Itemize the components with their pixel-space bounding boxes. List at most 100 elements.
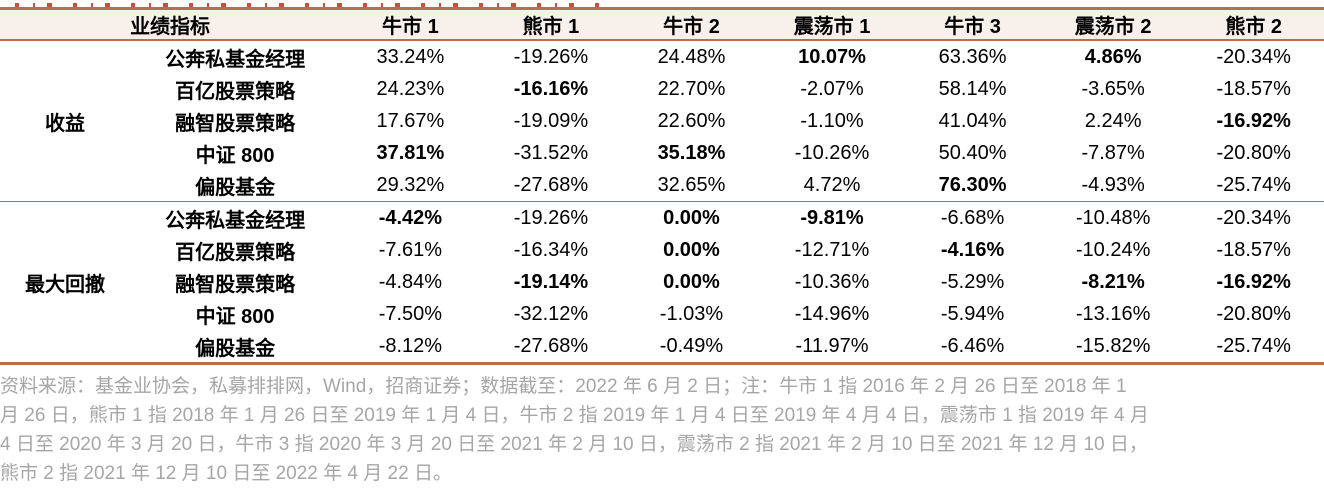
value-cell: -1.10% bbox=[800, 109, 864, 132]
value-cell: -19.09% bbox=[513, 109, 589, 132]
value-cell: -2.07% bbox=[800, 77, 864, 100]
column-header-scenario: 牛市 3 bbox=[902, 8, 1043, 41]
column-header-scenario: 熊市 1 bbox=[480, 8, 622, 41]
value-cell: 33.24% bbox=[376, 45, 445, 68]
value-cell: -11.97% bbox=[795, 334, 869, 357]
value-cell: -13.16% bbox=[1075, 302, 1151, 325]
value-cell: -10.36% bbox=[794, 270, 870, 293]
value-cell: -16.92% bbox=[1216, 109, 1291, 132]
column-header-scenario: 熊市 2 bbox=[1183, 8, 1324, 41]
table-row: 最大回撤 公奔私基金经理 -4.42% -19.26% 0.00% -9.81% -6.68… bbox=[0, 201, 1324, 364]
value-cell: -15.82% bbox=[1075, 334, 1151, 357]
column-header-scenario: 牛市 1 bbox=[340, 8, 481, 41]
footnote-line: 4 日至 2020 年 3 月 20 日，牛市 3 指 2020 年 3 月 2… bbox=[0, 434, 1148, 455]
value-cell: 17.67% bbox=[376, 109, 445, 132]
value-cell: -4.84% bbox=[378, 270, 443, 293]
value-cell: 58.14% bbox=[938, 77, 1007, 100]
row-label: 公奔私基金经理 bbox=[130, 201, 341, 234]
value-cell: -8.12% bbox=[378, 334, 443, 357]
value-cell: -1.03% bbox=[659, 302, 724, 325]
section-label: 最大回撤 bbox=[0, 201, 131, 364]
value-cell: -4.93% bbox=[1081, 173, 1145, 196]
value-cell: -8.21% bbox=[1081, 270, 1145, 293]
value-cell: -3.65% bbox=[1081, 77, 1145, 100]
value-cell: 0.00% bbox=[663, 238, 720, 261]
row-label: 偏股基金 bbox=[195, 337, 276, 360]
source-footnote: 资料来源：基金业协会，私募排排网，Wind，招商证券；数据截至：2022 年 6… bbox=[0, 372, 1324, 488]
value-cell: 0.00% bbox=[621, 201, 762, 234]
row-label: 公奔私基金经理 bbox=[165, 48, 306, 71]
row-label: 融智股票策略 bbox=[175, 112, 296, 135]
footnote-line: 资料来源：基金业协会，私募排排网，Wind，招商证券；数据截至：2022 年 6… bbox=[0, 376, 1127, 397]
value-cell: 4.86% bbox=[1084, 45, 1142, 68]
header-row: 业绩指标 牛市 1 熊市 1 牛市 2 震荡市 1 牛市 3 震荡市 2 熊市 … bbox=[0, 8, 1324, 41]
row-label: 融智股票策略 bbox=[175, 273, 296, 296]
value-cell: -31.52% bbox=[513, 141, 589, 164]
value-cell: 22.70% bbox=[657, 77, 726, 100]
column-header-scenario: 震荡市 2 bbox=[1042, 8, 1184, 41]
value-cell: -10.26% bbox=[794, 141, 870, 164]
row-label: 百亿股票策略 bbox=[175, 241, 296, 264]
value-cell: -16.92% bbox=[1216, 270, 1291, 293]
value-cell: -7.87% bbox=[1081, 141, 1145, 164]
table-row: 融智股票策略 -4.84% -19.14% 0.00% -10.36% -5.29% -8.… bbox=[0, 266, 1324, 298]
row-label: 中证 800 bbox=[195, 144, 275, 167]
value-cell: -25.74% bbox=[1216, 173, 1291, 196]
value-cell: -19.26% bbox=[480, 201, 622, 234]
value-cell: -7.50% bbox=[378, 302, 443, 325]
value-cell: -9.81% bbox=[761, 201, 903, 234]
performance-table: 业绩指标 牛市 1 熊市 1 牛市 2 震荡市 1 牛市 3 震荡市 2 熊市 … bbox=[0, 7, 1324, 365]
value-cell: 22.60% bbox=[657, 109, 726, 132]
value-cell: -6.68% bbox=[902, 201, 1043, 234]
footnote-line: 月 26 日，熊市 1 指 2018 年 1 月 26 日至 2019 年 1 … bbox=[0, 405, 1149, 426]
value-cell: -27.68% bbox=[513, 334, 589, 357]
table-row: 中证 800 37.81% -31.52% 35.18% -10.26% 50.40% -7… bbox=[0, 137, 1324, 169]
value-cell: -20.80% bbox=[1216, 141, 1291, 164]
value-cell: -4.16% bbox=[940, 238, 1005, 261]
value-cell: -14.96% bbox=[794, 302, 870, 325]
value-cell: -27.68% bbox=[513, 173, 589, 196]
column-header-scenario: 震荡市 1 bbox=[761, 8, 903, 41]
value-cell: -20.80% bbox=[1216, 302, 1291, 325]
table-header: 业绩指标 牛市 1 熊市 1 牛市 2 震荡市 1 牛市 3 震荡市 2 熊市 … bbox=[0, 8, 1324, 41]
value-cell: -4.42% bbox=[340, 201, 481, 234]
row-label: 中证 800 bbox=[195, 305, 275, 328]
value-cell: -19.26% bbox=[513, 45, 589, 68]
value-cell: 0.00% bbox=[663, 270, 720, 293]
value-cell: -16.16% bbox=[513, 77, 589, 100]
row-label: 百亿股票策略 bbox=[175, 80, 296, 103]
value-cell: -5.29% bbox=[940, 270, 1005, 293]
value-cell: -32.12% bbox=[513, 302, 589, 325]
value-cell: -12.71% bbox=[794, 238, 870, 261]
table-body: 收益 公奔私基金经理 33.24% -19.26% 24.48% 10.07% 63.36%… bbox=[0, 40, 1324, 364]
value-cell: -10.48% bbox=[1042, 201, 1184, 234]
footnote-line: 熊市 2 指 2021 年 12 月 10 日至 2022 年 4 月 22 日… bbox=[0, 463, 452, 484]
value-cell: 76.30% bbox=[938, 173, 1007, 196]
value-cell: -25.74% bbox=[1216, 334, 1291, 357]
value-cell: -19.14% bbox=[513, 270, 589, 293]
column-header-metric: 业绩指标 bbox=[0, 8, 341, 41]
table-row: 收益 公奔私基金经理 33.24% -19.26% 24.48% 10.07% 63.36%… bbox=[0, 40, 1324, 135]
column-header-scenario: 牛市 2 bbox=[621, 8, 762, 41]
value-cell: 41.04% bbox=[938, 109, 1007, 132]
value-cell: 2.24% bbox=[1084, 109, 1142, 132]
table-row: 偏股基金 29.32% -27.68% 32.65% 4.72% 76.30% -4.93%… bbox=[0, 169, 1324, 202]
value-cell: 37.81% bbox=[376, 141, 445, 164]
value-cell: 10.07% bbox=[798, 45, 866, 68]
table-row: 百亿股票策略 -7.61% -16.34% 0.00% -12.71% -4.16% -10… bbox=[0, 234, 1324, 266]
value-cell: -6.46% bbox=[940, 334, 1005, 357]
row-label: 偏股基金 bbox=[195, 176, 276, 199]
table-row: 偏股基金 -8.12% -27.68% -0.49% -11.97% -6.46% -15.… bbox=[0, 330, 1324, 364]
value-cell: 63.36% bbox=[938, 45, 1007, 68]
value-cell: -20.34% bbox=[1183, 201, 1324, 234]
value-cell: -10.24% bbox=[1075, 238, 1151, 261]
cropped-title-fragments bbox=[0, 0, 600, 7]
table-row: 中证 800 -7.50% -32.12% -1.03% -14.96% -5.94% -1… bbox=[0, 298, 1324, 330]
value-cell: -5.94% bbox=[940, 302, 1005, 325]
value-cell: -16.34% bbox=[513, 238, 589, 261]
value-cell: 29.32% bbox=[376, 173, 445, 196]
section-label: 收益 bbox=[45, 112, 86, 135]
value-cell: -7.61% bbox=[378, 238, 443, 261]
table-row: 百亿股票策略 24.23% -16.16% 22.70% -2.07% 58.14% -3.… bbox=[0, 73, 1324, 105]
value-cell: -20.34% bbox=[1216, 45, 1291, 68]
